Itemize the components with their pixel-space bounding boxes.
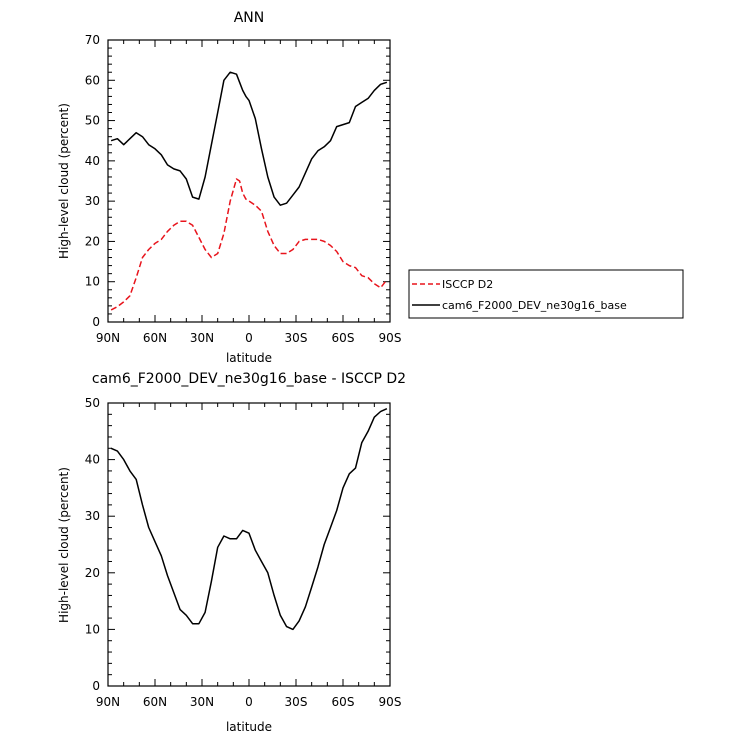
bottom-y-tick-label: 10 — [85, 622, 100, 636]
legend-label-isccp: ISCCP D2 — [442, 278, 493, 291]
top-y-axis-label: High-level cloud (percent) — [57, 103, 71, 259]
top-chart-title: ANN — [234, 10, 265, 26]
top-x-tick-label: 60N — [143, 331, 167, 345]
bottom-y-tick-label: 40 — [85, 453, 100, 467]
top-series-line-0 — [110, 178, 388, 311]
bottom-y-tick-label: 0 — [92, 679, 100, 693]
top-y-tick-label: 40 — [85, 154, 100, 168]
bottom-plot-frame — [107, 402, 391, 687]
top-y-tick-label: 70 — [85, 33, 100, 47]
top-y-tick-label: 10 — [85, 275, 100, 289]
bottom-x-axis-label: latitude — [226, 720, 272, 734]
top-x-tick-label: 0 — [245, 331, 253, 345]
top-y-tick-label: 30 — [85, 194, 100, 208]
top-series-line-1 — [110, 71, 388, 206]
bottom-x-tick-label: 30N — [190, 695, 214, 709]
bottom-x-tick-label: 60N — [143, 695, 167, 709]
top-y-tick-label: 60 — [85, 73, 100, 87]
top-x-tick-label: 30S — [285, 331, 308, 345]
bottom-series-line-0 — [110, 408, 388, 631]
top-x-tick-label: 30N — [190, 331, 214, 345]
legend-box — [408, 269, 684, 319]
top-x-tick-label: 90S — [379, 331, 402, 345]
bottom-x-tick-label: 90S — [379, 695, 402, 709]
top-x-axis-label: latitude — [226, 351, 272, 365]
bottom-y-tick-label: 30 — [85, 509, 100, 523]
bottom-y-axis-label: High-level cloud (percent) — [57, 467, 71, 623]
bottom-panel: cam6_F2000_DEV_ne30g16_base - ISCCP D2 9… — [57, 371, 406, 734]
bottom-y-tick-label: 20 — [85, 566, 100, 580]
legend: ISCCP D2 cam6_F2000_DEV_ne30g16_base — [408, 269, 684, 319]
bottom-x-tick-label: 30S — [285, 695, 308, 709]
top-x-tick-label: 60S — [332, 331, 355, 345]
bottom-x-tick-label: 0 — [245, 695, 253, 709]
bottom-chart-title: cam6_F2000_DEV_ne30g16_base - ISCCP D2 — [92, 371, 406, 387]
bottom-x-tick-label: 60S — [332, 695, 355, 709]
top-y-tick-label: 0 — [92, 315, 100, 329]
top-panel: ANN 90N 60N 30N 0 30S 60S 90S 0 10 20 30 40 50 60 70 l… — [57, 10, 684, 365]
top-x-tick-label: 90N — [96, 331, 120, 345]
legend-label-cam6: cam6_F2000_DEV_ne30g16_base — [442, 299, 627, 312]
top-y-tick-label: 50 — [85, 114, 100, 128]
top-y-tick-label: 20 — [85, 234, 100, 248]
bottom-x-tick-label: 90N — [96, 695, 120, 709]
top-plot-frame — [107, 39, 391, 323]
bottom-y-tick-label: 50 — [85, 396, 100, 410]
